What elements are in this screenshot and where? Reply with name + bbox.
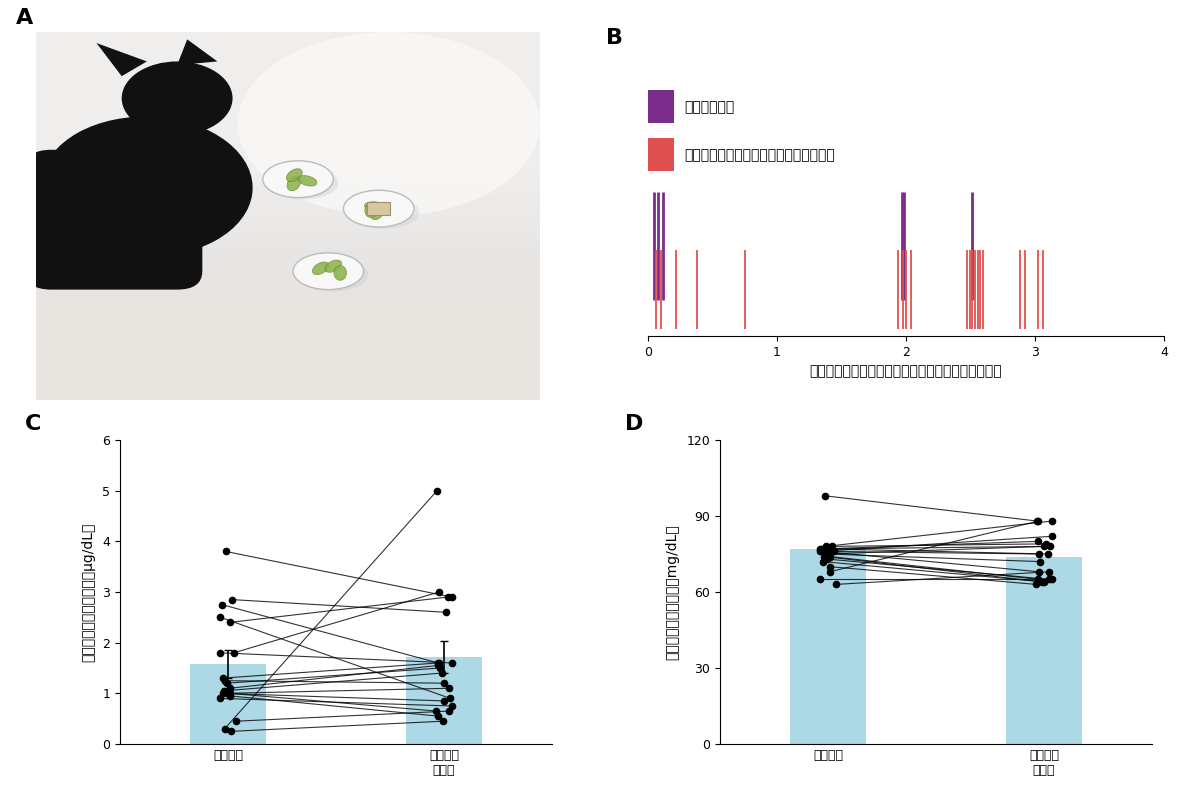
Ellipse shape xyxy=(300,174,320,182)
X-axis label: マタタビ抄出物を提示してからの経過時間（時間）: マタタビ抄出物を提示してからの経過時間（時間） xyxy=(810,364,1002,378)
Polygon shape xyxy=(96,43,146,76)
Ellipse shape xyxy=(287,176,307,186)
Ellipse shape xyxy=(373,207,394,217)
Text: マタタビ反応: マタタビ反応 xyxy=(684,100,734,114)
Ellipse shape xyxy=(318,270,336,281)
Ellipse shape xyxy=(41,117,253,257)
Polygon shape xyxy=(178,39,217,65)
Ellipse shape xyxy=(367,199,388,209)
Text: B: B xyxy=(606,28,623,48)
Ellipse shape xyxy=(263,161,334,198)
Text: その他の接触（匆い嚓ぎ、前足で触る）: その他の接触（匆い嚓ぎ、前足で触る） xyxy=(684,148,835,162)
FancyBboxPatch shape xyxy=(26,150,203,290)
Bar xyxy=(406,657,482,744)
FancyBboxPatch shape xyxy=(648,90,674,123)
Ellipse shape xyxy=(121,62,233,135)
Ellipse shape xyxy=(268,166,338,199)
Bar xyxy=(791,549,866,744)
Ellipse shape xyxy=(238,32,540,216)
Ellipse shape xyxy=(382,209,401,218)
Ellipse shape xyxy=(298,258,368,291)
Ellipse shape xyxy=(329,270,348,280)
FancyBboxPatch shape xyxy=(367,202,390,215)
Bar xyxy=(190,664,265,744)
Ellipse shape xyxy=(343,190,414,227)
Ellipse shape xyxy=(348,196,419,229)
Ellipse shape xyxy=(312,266,325,281)
Y-axis label: 血中グルコース濃度（mg/dL）: 血中グルコース濃度（mg/dL） xyxy=(666,524,679,660)
FancyBboxPatch shape xyxy=(36,32,540,400)
Ellipse shape xyxy=(287,170,307,179)
FancyBboxPatch shape xyxy=(648,138,674,171)
Bar xyxy=(1007,557,1082,744)
Text: D: D xyxy=(625,414,643,434)
Text: C: C xyxy=(25,414,41,434)
Ellipse shape xyxy=(293,253,364,290)
Y-axis label: 血中コルチゾール濃度（μg/dL）: 血中コルチゾール濃度（μg/dL） xyxy=(82,522,95,662)
Text: A: A xyxy=(16,8,34,28)
